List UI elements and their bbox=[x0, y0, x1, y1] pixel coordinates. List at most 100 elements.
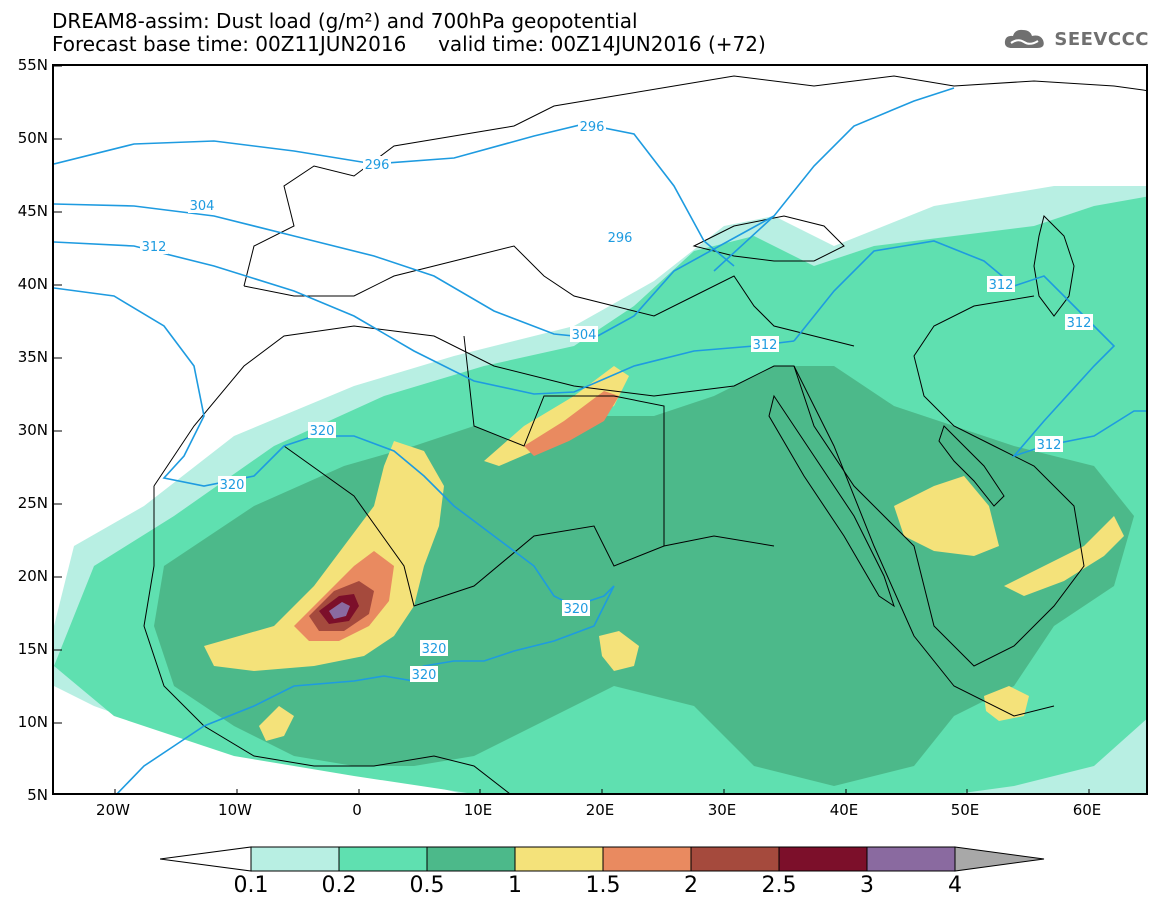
chart-title-line2: Forecast base time: 00Z11JUN2016 valid t… bbox=[52, 32, 766, 56]
contour-label-bg bbox=[987, 276, 1015, 292]
contour-label-bg bbox=[606, 229, 634, 245]
colorbar-swatch-7 bbox=[866, 846, 956, 872]
contour-label: 296 bbox=[580, 120, 605, 135]
lon-label-0: 0 bbox=[352, 801, 362, 819]
chart-title-line1: DREAM8-assim: Dust load (g/m²) and 700hP… bbox=[52, 9, 638, 33]
dust-band-1f bbox=[599, 631, 639, 671]
contour-label: 304 bbox=[572, 328, 597, 343]
contour-label-layer: 296 296 296 304 304 312 312 312 312 312 … bbox=[140, 118, 1093, 683]
contour-label-bg bbox=[410, 666, 438, 682]
colorbar-swatch-1 bbox=[338, 846, 428, 872]
lat-label-45n: 45N bbox=[17, 202, 48, 220]
colorbar-label-2: 0.5 bbox=[409, 873, 445, 898]
axis-ticks bbox=[54, 66, 1090, 793]
dust-band-1a bbox=[204, 441, 444, 671]
coastline-med-north bbox=[243, 245, 855, 347]
lon-label-10e: 10E bbox=[463, 801, 493, 819]
colorbar-over-triangle bbox=[954, 846, 1045, 872]
dust-band-1d bbox=[1004, 516, 1124, 596]
coastline-north-africa bbox=[153, 325, 1055, 717]
colorbar-label-1: 0.2 bbox=[321, 873, 357, 898]
lon-label-50e: 50E bbox=[950, 801, 980, 819]
colorbar-label-5: 2 bbox=[684, 873, 698, 898]
contour-label-bg bbox=[218, 476, 246, 492]
cloud-logo-icon bbox=[1005, 29, 1045, 48]
colorbar-label-3: 1 bbox=[508, 873, 522, 898]
contour-label: 296 bbox=[365, 158, 390, 173]
persian-gulf bbox=[938, 425, 1005, 507]
colorbar bbox=[160, 846, 1045, 872]
contour-312-east bbox=[793, 240, 1146, 458]
colorbar-swatch-4 bbox=[602, 846, 692, 872]
brand-name: SEEVCCC bbox=[1054, 28, 1149, 50]
lat-label-25n: 25N bbox=[17, 494, 48, 512]
lat-label-20n: 20N bbox=[17, 567, 48, 585]
lon-label-60e: 60E bbox=[1072, 801, 1102, 819]
lat-label-35n: 35N bbox=[17, 348, 48, 366]
contour-label: 312 bbox=[989, 278, 1014, 293]
contour-label-bg bbox=[363, 156, 391, 172]
dust-band-1g bbox=[259, 706, 294, 741]
dust-band-1e bbox=[984, 686, 1029, 721]
contour-label: 312 bbox=[1067, 316, 1092, 331]
contour-label-bg bbox=[308, 422, 336, 438]
contour-label: 312 bbox=[142, 240, 167, 255]
contour-label-bg bbox=[140, 238, 168, 254]
colorbar-swatch-2 bbox=[426, 846, 516, 872]
colorbar-label-7: 3 bbox=[860, 873, 874, 898]
contour-label-bg bbox=[562, 600, 590, 616]
dust-map: 296 296 296 304 304 312 312 312 312 312 … bbox=[52, 64, 1148, 795]
contour-label-bg bbox=[578, 118, 606, 134]
colorbar-swatch-5 bbox=[690, 846, 780, 872]
lon-label-40e: 40E bbox=[829, 801, 859, 819]
dust-band-1b bbox=[484, 366, 629, 466]
lat-label-50n: 50N bbox=[17, 129, 48, 147]
border-sahara-2 bbox=[463, 335, 665, 546]
black-sea bbox=[692, 215, 845, 262]
lat-label-55n: 55N bbox=[17, 56, 48, 74]
dust-band-1c bbox=[894, 476, 999, 556]
contour-label: 320 bbox=[422, 642, 447, 657]
lat-label-30n: 30N bbox=[17, 421, 48, 439]
coastline-west-africa bbox=[143, 486, 510, 793]
colorbar-label-6: 2.5 bbox=[761, 873, 797, 898]
lat-label-15n: 15N bbox=[17, 640, 48, 658]
dust-band-3 bbox=[329, 602, 350, 619]
lon-label-20e: 20E bbox=[585, 801, 615, 819]
contour-label-bg bbox=[570, 326, 598, 342]
geopotential-contours bbox=[54, 87, 1146, 793]
contour-label: 312 bbox=[1037, 438, 1062, 453]
colorbar-under-triangle bbox=[160, 846, 252, 872]
caspian-sea bbox=[1033, 215, 1075, 317]
lon-label-20w: 20W bbox=[96, 801, 130, 819]
contour-label-bg bbox=[1035, 436, 1063, 452]
colorbar-swatch-6 bbox=[778, 846, 868, 872]
brand-logo: SEEVCCC bbox=[1002, 26, 1149, 52]
colorbar-label-4: 1.5 bbox=[585, 873, 621, 898]
colorbar-swatch-0 bbox=[250, 846, 340, 872]
dust-load-layer bbox=[54, 186, 1146, 793]
contour-label-bg bbox=[751, 336, 779, 352]
coastline-arabia bbox=[793, 295, 1085, 667]
contour-label: 320 bbox=[564, 602, 589, 617]
coastline-europe bbox=[243, 75, 1146, 287]
contour-label-bg bbox=[420, 640, 448, 656]
map-canvas: 296 296 296 304 304 312 312 312 312 312 … bbox=[54, 66, 1146, 793]
contour-label: 304 bbox=[190, 199, 215, 214]
contour-304 bbox=[54, 203, 775, 339]
contour-label-bg bbox=[188, 197, 216, 213]
contour-label: 320 bbox=[310, 424, 335, 439]
colorbar-label-0: 0.1 bbox=[233, 873, 269, 898]
contour-label-bg bbox=[1065, 314, 1093, 330]
lat-label-10n: 10N bbox=[17, 713, 48, 731]
lat-label-40n: 40N bbox=[17, 275, 48, 293]
lon-label-10w: 10W bbox=[218, 801, 252, 819]
coastline-layer bbox=[143, 75, 1146, 793]
colorbar-label-8: 4 bbox=[948, 873, 962, 898]
contour-label: 320 bbox=[220, 478, 245, 493]
contour-label: 320 bbox=[412, 668, 437, 683]
border-sahara-1 bbox=[283, 445, 775, 607]
contour-label: 312 bbox=[753, 338, 778, 353]
contour-296-east bbox=[713, 87, 955, 272]
dust-band-1-5b bbox=[524, 391, 619, 456]
